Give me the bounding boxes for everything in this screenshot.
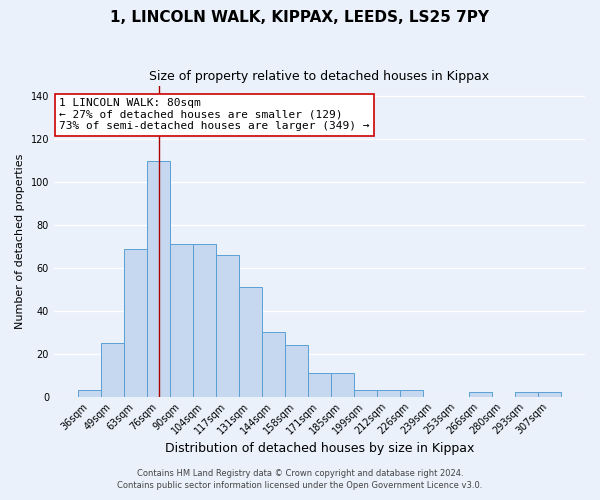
Bar — [354, 390, 377, 396]
X-axis label: Distribution of detached houses by size in Kippax: Distribution of detached houses by size … — [165, 442, 474, 455]
Bar — [239, 287, 262, 397]
Text: Contains HM Land Registry data © Crown copyright and database right 2024.
Contai: Contains HM Land Registry data © Crown c… — [118, 468, 482, 490]
Bar — [78, 390, 101, 396]
Bar — [193, 244, 216, 396]
Bar — [147, 160, 170, 396]
Bar — [170, 244, 193, 396]
Bar — [101, 343, 124, 396]
Y-axis label: Number of detached properties: Number of detached properties — [15, 154, 25, 329]
Bar — [124, 248, 147, 396]
Bar — [262, 332, 285, 396]
Bar — [515, 392, 538, 396]
Text: 1, LINCOLN WALK, KIPPAX, LEEDS, LS25 7PY: 1, LINCOLN WALK, KIPPAX, LEEDS, LS25 7PY — [110, 10, 490, 25]
Bar — [377, 390, 400, 396]
Bar — [331, 373, 354, 396]
Title: Size of property relative to detached houses in Kippax: Size of property relative to detached ho… — [149, 70, 490, 83]
Bar — [308, 373, 331, 396]
Text: 1 LINCOLN WALK: 80sqm
← 27% of detached houses are smaller (129)
73% of semi-det: 1 LINCOLN WALK: 80sqm ← 27% of detached … — [59, 98, 370, 131]
Bar — [400, 390, 423, 396]
Bar — [538, 392, 561, 396]
Bar — [216, 255, 239, 396]
Bar — [469, 392, 492, 396]
Bar — [285, 345, 308, 397]
